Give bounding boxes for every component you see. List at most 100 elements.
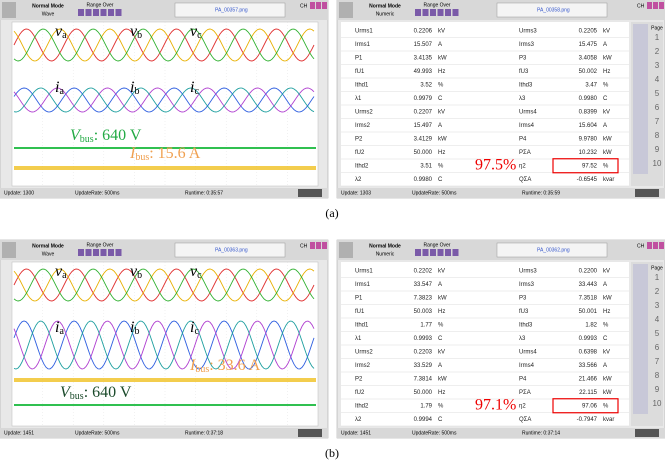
bus-current-trace <box>14 166 316 170</box>
info-panel <box>633 264 648 414</box>
item-label: fU1 <box>355 309 365 315</box>
item-value: -0.6545 <box>577 177 598 183</box>
item-label: Irms4 <box>519 363 535 369</box>
subscript: c <box>194 86 199 97</box>
item-value: 49.993 <box>414 69 433 75</box>
item-unit: % <box>438 163 444 169</box>
page-title: Page <box>651 265 663 271</box>
item-label: Urms2 <box>355 349 373 355</box>
channel: CH <box>637 3 645 9</box>
bus-voltage-trace <box>14 404 316 406</box>
range-indicator <box>78 9 84 16</box>
range: Range Over <box>87 2 114 8</box>
range-indicator <box>93 9 99 16</box>
item-value: 0.9993 <box>414 336 433 342</box>
item-unit: C <box>603 96 608 102</box>
update-rate: UpdateRate: 500ms <box>75 430 120 436</box>
page-number: 2 <box>655 47 660 56</box>
page-number: 8 <box>655 131 660 140</box>
item-label: fU1 <box>355 69 365 75</box>
item-unit: C <box>438 336 443 342</box>
range-indicator <box>415 9 421 16</box>
page-number: 7 <box>655 117 660 126</box>
channel-indicator <box>659 242 664 249</box>
range-indicator <box>423 9 429 16</box>
value: : 33.6 A <box>209 357 261 374</box>
item-unit: kV <box>438 28 445 34</box>
item-value: 50.001 <box>579 309 598 315</box>
item-label: P2 <box>355 136 363 142</box>
item-value: 3.4058 <box>579 55 598 61</box>
footer-bar <box>337 428 665 438</box>
item-label: Urms3 <box>519 268 537 274</box>
item-label: Irms4 <box>519 123 535 129</box>
item-value: 0.2205 <box>579 28 598 34</box>
page-number: 5 <box>655 89 660 98</box>
item-unit: kvar <box>603 177 614 183</box>
item-value: 15.475 <box>579 42 598 48</box>
item-value: 0.2207 <box>414 109 433 115</box>
item-label: QΣA <box>519 177 531 183</box>
item-value: 33.529 <box>414 363 433 369</box>
subscript: b <box>137 30 142 41</box>
item-value: 3.4135 <box>414 55 433 61</box>
update: Update: 1303 <box>341 190 371 196</box>
item-unit: kW <box>438 55 447 61</box>
item-value: 9.9780 <box>579 136 598 142</box>
channel-indicator <box>647 242 652 249</box>
item-unit: % <box>438 82 444 88</box>
caption: (b) <box>325 446 339 460</box>
item-unit: kW <box>438 136 447 142</box>
mode: Normal Mode <box>369 243 401 249</box>
item-value: 10.232 <box>579 150 598 156</box>
page-number: 3 <box>655 301 660 310</box>
page-number: 4 <box>655 75 660 84</box>
bus-current-trace <box>14 378 316 382</box>
item-value: 3.51 <box>420 163 432 169</box>
runtime: Runtime: 0:35:57 <box>185 190 223 196</box>
subscript: b <box>137 270 142 281</box>
item-unit: A <box>438 123 442 129</box>
update-rate: UpdateRate: 500ms <box>412 190 457 196</box>
subscript: a <box>62 30 67 41</box>
page-number: 10 <box>653 159 662 168</box>
range-indicator <box>116 249 122 256</box>
update-rate: UpdateRate: 500ms <box>412 430 457 436</box>
item-value: 33.547 <box>414 282 433 288</box>
range-indicator <box>93 249 99 256</box>
mode: Normal Mode <box>32 3 64 9</box>
item-value: 50.000 <box>414 390 433 396</box>
item-unit: A <box>438 282 442 288</box>
footer-button <box>298 189 322 197</box>
item-unit: Hz <box>438 390 445 396</box>
item-label: P3 <box>519 295 527 301</box>
item-unit: kvar <box>603 417 614 423</box>
item-value: 0.2203 <box>414 349 433 355</box>
item-unit: C <box>438 417 443 423</box>
item-value: 1.79 <box>420 403 432 409</box>
logo <box>2 2 16 18</box>
item-value: 50.003 <box>414 309 433 315</box>
item-value: 0.9979 <box>414 96 433 102</box>
page-number: 1 <box>655 33 660 42</box>
update: Update: 1300 <box>4 190 34 196</box>
item-unit: A <box>603 363 607 369</box>
item-unit: kV <box>603 28 610 34</box>
item-label: QΣA <box>519 417 531 423</box>
file-name: PA_00362.png <box>537 247 570 253</box>
item-unit: A <box>438 42 442 48</box>
item-value: 97.06 <box>582 403 598 409</box>
item-value: 0.8399 <box>579 109 598 115</box>
page-number: 9 <box>655 145 660 154</box>
item-unit: kW <box>603 390 612 396</box>
range-indicator <box>101 9 107 16</box>
item-label: fU3 <box>519 69 529 75</box>
item-label: Irms3 <box>519 42 535 48</box>
item-value: 0.2206 <box>414 28 433 34</box>
channel-indicator <box>653 242 658 249</box>
item-label: PΣA <box>519 150 531 156</box>
item-label: fU2 <box>355 150 365 156</box>
efficiency-annotation: 97.5% <box>475 156 516 173</box>
